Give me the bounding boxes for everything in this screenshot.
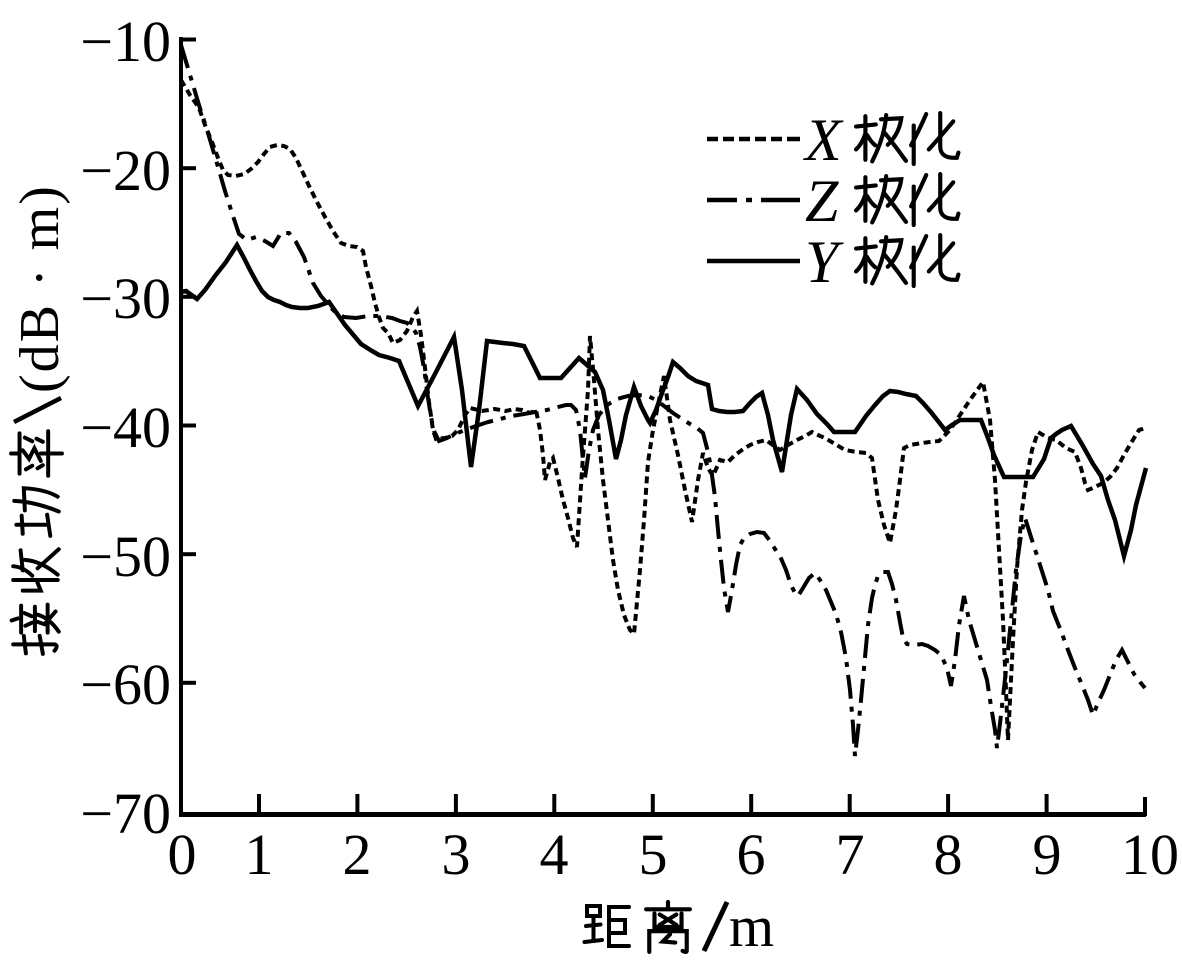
svg-text:Y: Y <box>805 229 844 295</box>
svg-text:−20: −20 <box>80 138 171 203</box>
svg-text:1: 1 <box>245 822 274 887</box>
svg-text:m: m <box>729 894 774 959</box>
svg-text:−30: −30 <box>80 266 171 331</box>
svg-text:7: 7 <box>836 822 865 887</box>
svg-text:(dB · m): (dB · m) <box>9 184 71 393</box>
svg-text:3: 3 <box>442 822 471 887</box>
svg-text:6: 6 <box>737 822 766 887</box>
svg-text:Z: Z <box>805 168 839 234</box>
svg-text:−70: −70 <box>80 781 171 846</box>
svg-text:0: 0 <box>168 822 197 887</box>
svg-text:−10: −10 <box>80 9 171 74</box>
svg-text:4: 4 <box>540 822 569 887</box>
svg-text:10: 10 <box>1121 822 1179 887</box>
svg-text:9: 9 <box>1033 822 1062 887</box>
svg-text:X: X <box>803 107 844 173</box>
svg-text:8: 8 <box>934 822 963 887</box>
svg-text:−60: −60 <box>80 652 171 717</box>
svg-text:5: 5 <box>639 822 668 887</box>
svg-text:−40: −40 <box>80 395 171 460</box>
svg-text:−50: −50 <box>80 524 171 589</box>
svg-text:2: 2 <box>343 822 372 887</box>
